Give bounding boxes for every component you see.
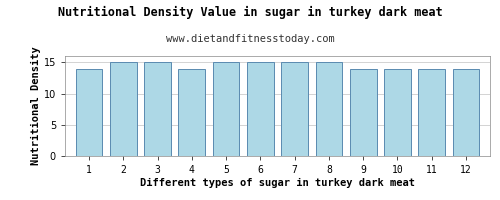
Y-axis label: Nutritional Density: Nutritional Density [31,47,41,165]
Bar [418,68,445,156]
Bar [316,62,342,156]
Bar [350,68,376,156]
Text: Nutritional Density Value in sugar in turkey dark meat: Nutritional Density Value in sugar in tu… [58,6,442,19]
Bar [76,68,102,156]
Bar [247,62,274,156]
Bar [110,62,136,156]
Bar [212,62,240,156]
X-axis label: Different types of sugar in turkey dark meat: Different types of sugar in turkey dark … [140,178,415,188]
Bar [178,68,205,156]
Bar [452,68,479,156]
Text: www.dietandfitnesstoday.com: www.dietandfitnesstoday.com [166,34,334,44]
Bar [144,62,171,156]
Bar [282,62,308,156]
Bar [384,68,411,156]
